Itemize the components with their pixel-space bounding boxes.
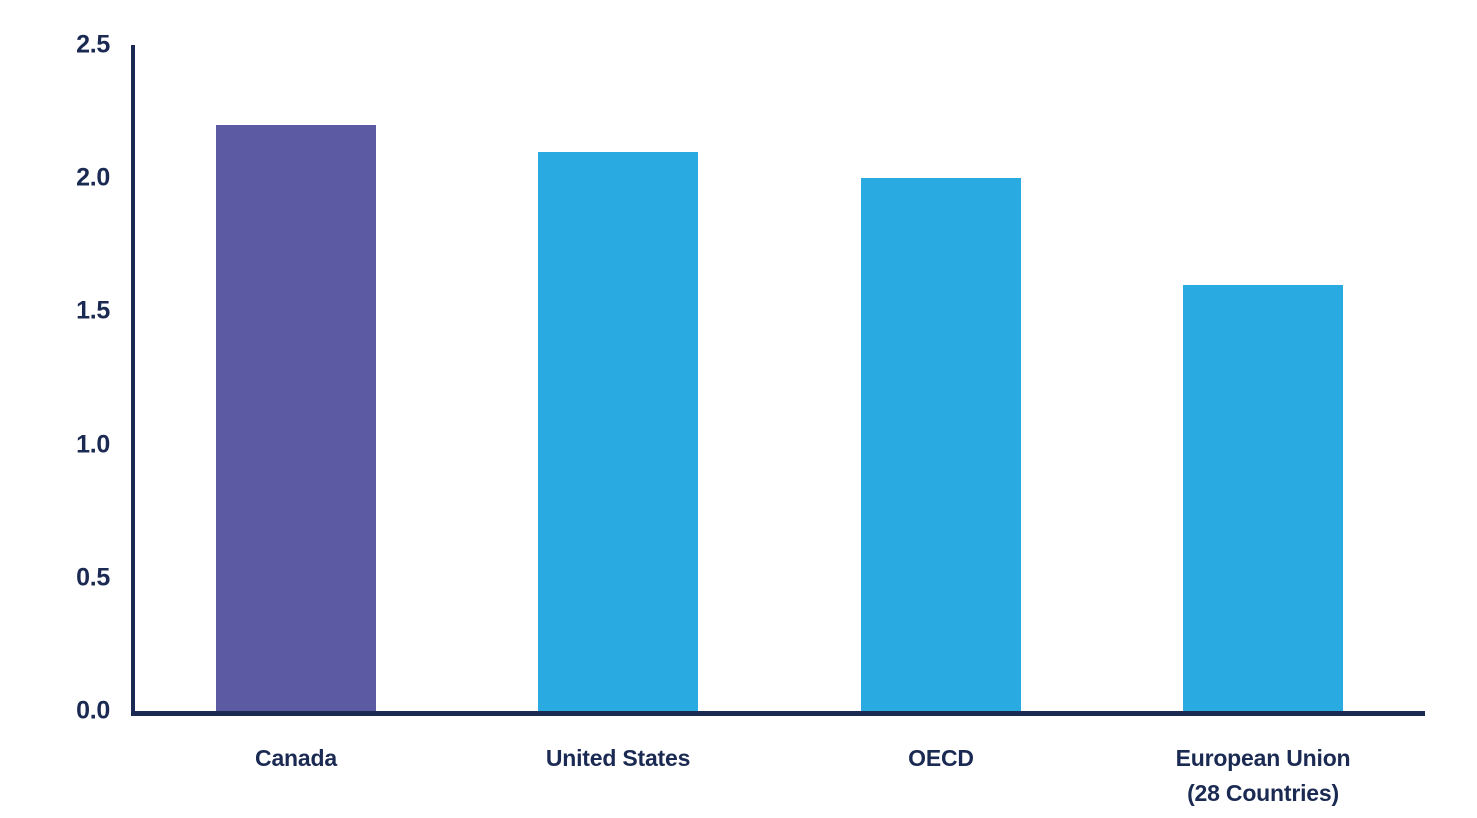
x-axis-line [131,711,1425,716]
y-axis-line [131,45,135,716]
bar-united-states [538,152,698,711]
x-category-label-united-states: United States [545,745,691,771]
y-tick-label-2.5: 2.5 [76,30,110,59]
y-tick-label-1.5: 1.5 [76,296,110,325]
bar-oecd [861,178,1021,711]
x-category-label-european-union: European Union (28 Countries) [1175,745,1351,806]
y-tick-label-0.5: 0.5 [76,563,110,592]
bar-canada [216,125,376,711]
x-category-label-oecd: OECD [908,745,974,771]
x-category-label-canada: Canada [255,745,337,771]
y-tick-label-2.0: 2.0 [76,163,110,192]
bar-european-union [1183,285,1343,711]
y-tick-label-1.0: 1.0 [76,430,110,459]
y-tick-label-0.0: 0.0 [76,696,110,725]
